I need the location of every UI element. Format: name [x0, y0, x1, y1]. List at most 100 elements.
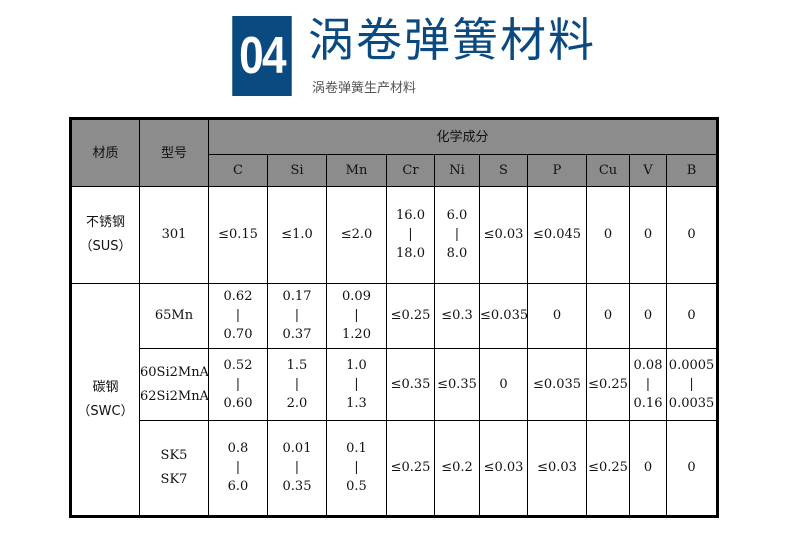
value-cell-si: ≤1.0 — [267, 186, 327, 284]
value-cell-cu: ≤0.25 — [586, 420, 630, 517]
model-cell: 60Si2MnA 62Si2MnA — [139, 348, 209, 421]
cell-line: ≤0.15 — [218, 227, 258, 242]
value-cell-b: 0.0005 | 0.0035 — [665, 348, 719, 421]
header-element-s: S — [479, 154, 528, 187]
composition-table: 材质 型号 化学成分 C Si Mn Cr Ni S P Cu V B 不锈钢 （SUS） 301 ≤0… — [69, 117, 720, 518]
cell-line: 0.37 — [282, 327, 312, 342]
cell-line: 0.0035 — [668, 395, 715, 411]
header-element-b: B — [665, 154, 719, 187]
value-cell-s: ≤0.03 — [479, 186, 528, 284]
cell-line: 0.16 — [633, 395, 663, 411]
cell-line: ≤0.03 — [483, 460, 524, 475]
value-cell-cu: 0 — [586, 186, 630, 284]
cell-line: | — [689, 376, 694, 392]
material-cell: 不锈钢 （SUS） — [70, 186, 140, 284]
value-cell-s: 0 — [479, 348, 528, 421]
cell-line: 0.35 — [282, 479, 312, 494]
cell-line: | — [354, 308, 359, 323]
cell-line: 0.1 — [346, 441, 367, 456]
cell-line: 0 — [552, 308, 562, 323]
cell-line: 1.5 — [286, 357, 308, 373]
cell-line: ≤0.035 — [480, 308, 529, 323]
cell-line: ≤0.25 — [390, 308, 431, 323]
cell-line: ≤0.045 — [532, 227, 582, 242]
cell-line: 0.0005 — [668, 357, 715, 373]
cell-line: 0 — [643, 227, 653, 242]
cell-line: 0 — [499, 376, 508, 392]
header-element-ni: Ni — [434, 154, 480, 187]
value-cell-cu: 0 — [586, 283, 630, 349]
cell-line: 16.0 — [396, 208, 425, 223]
header-element-si: Si — [267, 154, 327, 187]
cell-line: ≤2.0 — [340, 227, 373, 242]
cell-line: 0.01 — [282, 441, 312, 456]
value-cell-mn: 0.09 | 1.20 — [326, 283, 387, 349]
cell-line: 0 — [687, 227, 696, 242]
value-cell-si: 0.17 | 0.37 — [267, 283, 327, 349]
cell-line: 62Si2MnA — [140, 388, 209, 404]
cell-line: | — [235, 460, 241, 475]
table-row: 碳钢 （SWC） 65Mn 0.62 | 0.70 0.17 | 0.37 0.09 | 1.20 ≤0… — [70, 283, 719, 517]
cell-line: （SUS） — [79, 239, 132, 254]
cell-line: ≤0.35 — [437, 376, 477, 392]
cell-line: | — [235, 376, 241, 392]
cell-line: 6.0 — [446, 208, 468, 223]
cell-line: | — [294, 308, 300, 323]
value-cell-cu: ≤0.25 — [586, 348, 630, 421]
cell-line: 6.0 — [227, 479, 249, 494]
value-cell-v: 0 — [629, 283, 667, 349]
table-row: 不锈钢 （SUS） 301 ≤0.15 ≤1.0 ≤2.0 16.0 | 18.0 6.0 | 8.0… — [70, 186, 719, 284]
value-cell-s: ≤0.03 — [479, 420, 528, 517]
header-model: 型号 — [139, 118, 209, 187]
cell-line: 碳钢 — [92, 379, 119, 395]
value-cell-s: ≤0.035 — [479, 283, 529, 349]
cell-line: 0 — [687, 308, 696, 323]
header-chemical-composition: 化学成分 — [207, 118, 719, 155]
cell-line: | — [294, 460, 300, 475]
cell-line: | — [408, 227, 413, 242]
table-row: SK5 SK7 0.8 | 6.0 0.01 | 0.35 0.1 | 0.5 ≤0.25 ≤0.2 ≤0… — [71, 420, 719, 517]
cell-line: 0.09 — [342, 289, 371, 304]
value-cell-p: 0 — [527, 283, 587, 349]
cell-line: ≤0.2 — [441, 460, 473, 475]
cell-line: 0.70 — [223, 327, 253, 342]
cell-line: 1.3 — [346, 395, 367, 411]
cell-line: | — [354, 376, 359, 392]
value-cell-b: 0 — [665, 420, 719, 517]
cell-line: 1.0 — [346, 357, 367, 373]
cell-line: ≤0.25 — [390, 460, 431, 475]
cell-line: | — [235, 308, 241, 323]
model-cell: SK5 SK7 — [139, 420, 209, 517]
header-material: 材质 — [70, 118, 140, 187]
cell-line: 0 — [603, 308, 613, 323]
page-subtitle: 涡卷弹簧生产材料 — [312, 81, 417, 96]
value-cell-c: 0.62 | 0.70 — [208, 283, 268, 349]
cell-line: 1.20 — [342, 327, 371, 342]
cell-line: SK7 — [160, 472, 188, 487]
cell-line: 8.0 — [446, 246, 468, 261]
cell-line: 65Mn — [154, 308, 194, 323]
cell-line: 0.52 — [223, 357, 253, 373]
cell-line: ≤0.35 — [390, 376, 431, 392]
cell-line: ≤0.03 — [483, 227, 524, 242]
cell-line: 0 — [687, 460, 696, 475]
value-cell-ni: ≤0.35 — [434, 348, 480, 421]
value-cell-c: ≤0.15 — [208, 186, 268, 284]
value-cell-b: 0 — [665, 186, 719, 284]
header-element-cu: Cu — [586, 154, 630, 187]
cell-line: 不锈钢 — [85, 215, 125, 230]
cell-line: 0.08 — [633, 357, 663, 373]
page-title: 涡卷弹簧材料 — [308, 13, 596, 67]
cell-line: 0.62 — [223, 289, 253, 304]
value-cell-si: 0.01 | 0.35 — [267, 420, 327, 517]
header-element-mn: Mn — [326, 154, 387, 187]
section-number-badge: 04 — [232, 16, 292, 96]
value-cell-mn: ≤2.0 — [326, 186, 387, 284]
cell-line: 301 — [161, 227, 187, 242]
cell-line: | — [354, 460, 359, 475]
value-cell-p: ≤0.035 — [527, 348, 587, 421]
cell-line: | — [294, 376, 300, 392]
value-cell-cr: 16.0 | 18.0 — [386, 186, 435, 284]
cell-line: SK5 — [160, 448, 188, 463]
value-cell-ni: ≤0.3 — [434, 283, 480, 349]
